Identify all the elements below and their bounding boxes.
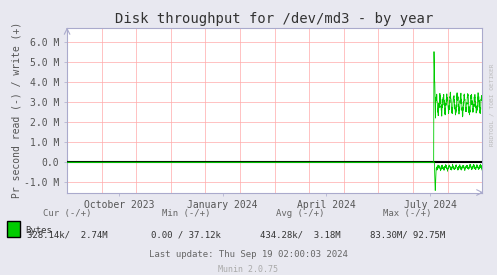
Text: 83.30M/ 92.75M: 83.30M/ 92.75M	[370, 231, 445, 240]
Text: Max (-/+): Max (-/+)	[383, 209, 432, 218]
Text: Min (-/+): Min (-/+)	[162, 209, 211, 218]
Text: Avg (-/+): Avg (-/+)	[276, 209, 325, 218]
Text: 434.28k/  3.18M: 434.28k/ 3.18M	[260, 231, 341, 240]
Title: Disk throughput for /dev/md3 - by year: Disk throughput for /dev/md3 - by year	[115, 12, 434, 26]
Text: Bytes: Bytes	[25, 226, 52, 235]
Text: Last update: Thu Sep 19 02:00:03 2024: Last update: Thu Sep 19 02:00:03 2024	[149, 250, 348, 259]
Text: RRDTOOL / TOBI OETIKER: RRDTOOL / TOBI OETIKER	[490, 63, 495, 146]
Text: Cur (-/+): Cur (-/+)	[43, 209, 91, 218]
Text: Munin 2.0.75: Munin 2.0.75	[219, 265, 278, 274]
Text: 328.14k/  2.74M: 328.14k/ 2.74M	[27, 231, 107, 240]
Y-axis label: Pr second read (-) / write (+): Pr second read (-) / write (+)	[11, 22, 21, 198]
Text: 0.00 / 37.12k: 0.00 / 37.12k	[152, 231, 221, 240]
